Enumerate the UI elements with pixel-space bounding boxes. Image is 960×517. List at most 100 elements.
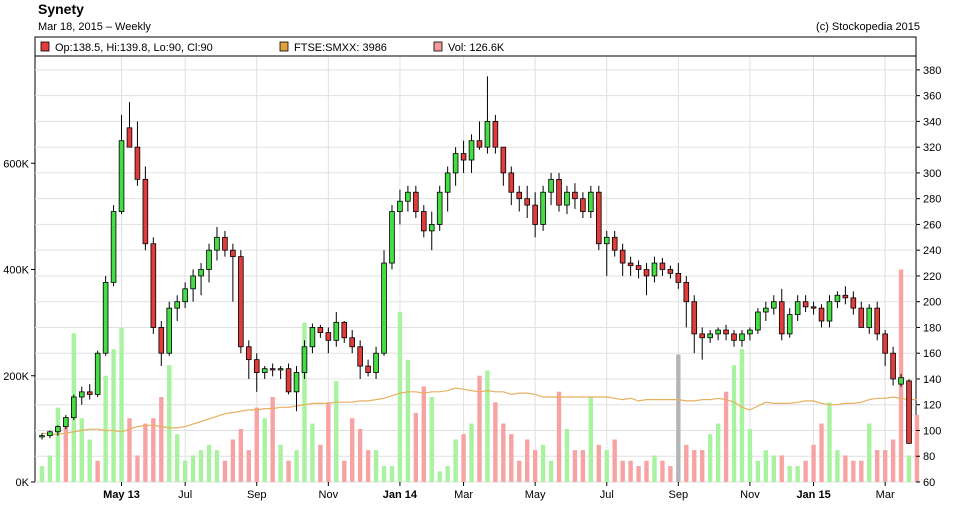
candle-body bbox=[166, 307, 173, 354]
volume-bar bbox=[485, 370, 490, 482]
candle-body bbox=[834, 294, 841, 303]
volume-bar bbox=[501, 423, 506, 482]
candle-body bbox=[492, 120, 499, 148]
volume-bar bbox=[556, 391, 562, 482]
ftse-line bbox=[41, 387, 917, 435]
candle-body bbox=[428, 224, 435, 232]
candle-body bbox=[421, 211, 427, 232]
volume-bar bbox=[135, 455, 140, 482]
candle-body bbox=[667, 269, 674, 274]
candle-body bbox=[699, 333, 705, 339]
price-tick-label: 300 bbox=[923, 168, 941, 180]
candle-body bbox=[723, 329, 729, 335]
candle-body bbox=[842, 294, 849, 299]
price-tick-label: 280 bbox=[923, 194, 941, 206]
volume-tick-label: 400K bbox=[3, 265, 29, 277]
ftse-series-line bbox=[41, 387, 917, 435]
candle-body bbox=[707, 333, 713, 339]
chart-subtitle: Mar 18, 2015 – Weekly bbox=[38, 21, 151, 33]
volume-bar bbox=[827, 402, 832, 482]
candle-body bbox=[715, 329, 721, 335]
volume-bar bbox=[413, 412, 419, 482]
candle-body bbox=[484, 120, 491, 148]
price-tick-label: 360 bbox=[923, 91, 941, 103]
volume-bar bbox=[843, 455, 848, 482]
volume-bar bbox=[310, 423, 315, 482]
candle-body bbox=[786, 314, 793, 335]
legend: Op:138.5, Hi:139.8, Lo:90, Cl:90 FTSE:SM… bbox=[40, 41, 505, 54]
candle-body bbox=[651, 262, 658, 277]
volume-bar bbox=[867, 423, 872, 482]
axes: 60 80 100 120 140 160 180 200 220 240 260 280 300 320… bbox=[3, 65, 941, 501]
volume-bar bbox=[278, 444, 283, 482]
volume-bar bbox=[525, 439, 530, 482]
price-tick-label: 240 bbox=[923, 245, 941, 257]
candle-body bbox=[818, 307, 825, 322]
volume-bar bbox=[111, 349, 116, 482]
price-tick-label: 180 bbox=[923, 322, 941, 334]
time-tick-label: May bbox=[525, 489, 546, 501]
volume-bar bbox=[763, 450, 769, 482]
volume-bar bbox=[246, 450, 251, 482]
volume-bar bbox=[103, 375, 108, 482]
volume-bar bbox=[318, 444, 323, 482]
volume-bar bbox=[182, 460, 188, 482]
candle-body bbox=[516, 191, 523, 200]
candle-body bbox=[794, 301, 801, 315]
candle-body bbox=[222, 236, 228, 251]
candle-body bbox=[357, 346, 363, 367]
candle-body bbox=[564, 191, 570, 206]
volume-bar bbox=[572, 450, 578, 482]
volume-bar bbox=[47, 455, 53, 482]
volume-bar bbox=[119, 327, 124, 482]
volume-bar bbox=[660, 460, 665, 482]
volume-bar bbox=[405, 359, 411, 482]
candle-body bbox=[134, 146, 141, 180]
candle-body bbox=[874, 307, 880, 335]
time-tick-label: Nov bbox=[319, 489, 339, 501]
candle-body bbox=[277, 368, 284, 371]
candle-body bbox=[580, 198, 586, 212]
volume-bar bbox=[55, 407, 61, 482]
volume-bar bbox=[469, 423, 474, 482]
time-tick-label: Mar bbox=[876, 489, 895, 501]
volume-tick-label: 600K bbox=[3, 158, 29, 170]
candle-body bbox=[858, 307, 865, 328]
volume-bar bbox=[835, 450, 840, 482]
candle-body bbox=[142, 178, 149, 245]
volume-bar bbox=[700, 450, 705, 482]
candle-body bbox=[476, 140, 483, 148]
volume-bar bbox=[548, 460, 554, 482]
volume-bar bbox=[477, 375, 482, 482]
volume-bar bbox=[214, 450, 220, 482]
candle-body bbox=[763, 307, 769, 313]
chart-title: Synety bbox=[38, 1, 84, 17]
gridlines bbox=[35, 57, 916, 483]
candle-body bbox=[325, 332, 332, 341]
price-tick-label: 340 bbox=[923, 116, 941, 128]
volume-bar bbox=[95, 460, 100, 482]
candle-body bbox=[198, 269, 204, 277]
candle-body bbox=[882, 333, 888, 354]
volume-bar bbox=[795, 466, 800, 482]
volume-bar bbox=[230, 439, 236, 482]
volume-bar bbox=[731, 365, 737, 482]
candle-body bbox=[747, 329, 753, 335]
candle-body bbox=[850, 297, 857, 309]
price-tick-label: 160 bbox=[923, 348, 941, 360]
volume-bar bbox=[636, 466, 641, 482]
volume-bar bbox=[564, 428, 570, 482]
candle-body bbox=[389, 211, 395, 264]
candle-body bbox=[285, 368, 292, 393]
volume-bar bbox=[357, 428, 363, 482]
time-tick-label: Nov bbox=[740, 489, 760, 501]
volume-bar bbox=[397, 312, 403, 482]
candle-body bbox=[126, 127, 133, 148]
volume-bar bbox=[755, 460, 761, 482]
volume-bar bbox=[779, 455, 784, 482]
volume-bar bbox=[143, 423, 148, 482]
volume-bar bbox=[747, 428, 753, 482]
candle-body bbox=[39, 435, 45, 438]
volume-bar bbox=[612, 439, 617, 482]
